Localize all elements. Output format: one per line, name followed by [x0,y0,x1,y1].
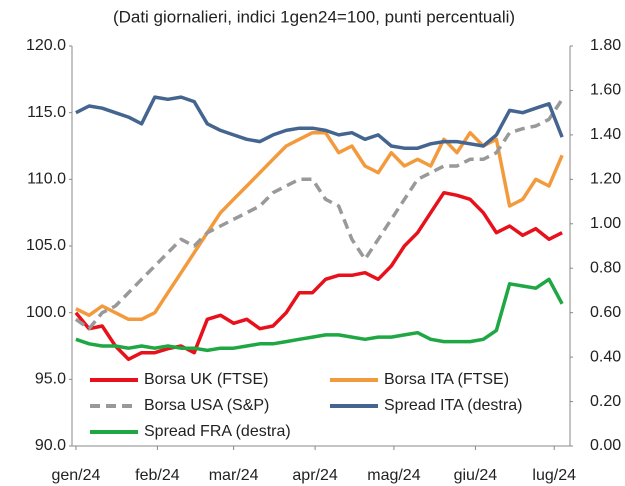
y2-tick-label: 0.00 [590,437,621,454]
series-line [74,190,563,362]
y2-tick-label: 0.40 [590,348,621,365]
series-line [74,98,564,331]
legend-label: Borsa USA (S&P) [144,397,269,414]
y2-tick-label: 1.00 [590,215,621,232]
series-line [75,130,564,322]
series-line [75,95,564,150]
y-tick-label: 120.0 [26,37,66,54]
series-line [75,277,564,353]
x-tick-label: apr/24 [292,467,337,484]
y-tick-label: 95.0 [35,371,66,388]
x-tick-label: gen/24 [51,467,100,484]
legend-label: Borsa UK (FTSE) [144,371,268,388]
legend-label: Spread ITA (destra) [384,397,522,414]
y2-tick-label: 0.60 [590,304,621,321]
legend-label: Spread FRA (destra) [144,423,291,440]
y-tick-label: 100.0 [26,304,66,321]
y2-tick-label: 1.80 [590,37,621,54]
y2-tick-label: 0.80 [590,259,621,276]
legend: Borsa UK (FTSE) Borsa ITA (FTSE) Borsa USA… [90,371,522,440]
x-tick-label: mag/24 [367,467,420,484]
x-tick-label: giu/24 [454,467,498,484]
y-tick-label: 105.0 [26,237,66,254]
x-tick-label: feb/24 [135,467,180,484]
y-tick-label: 110.0 [27,171,66,188]
y2-tick-label: 0.20 [590,393,621,410]
y2-tick-label: 1.20 [590,171,621,188]
x-tick-label: lug/24 [532,467,576,484]
x-tick-label: mar/24 [209,467,259,484]
y2-tick-label: 1.60 [590,82,621,99]
legend-label: Borsa ITA (FTSE) [384,371,509,388]
y-tick-label: 90.0 [35,437,66,454]
y-tick-label: 115.0 [27,104,66,121]
y2-tick-label: 1.40 [590,126,621,143]
chart-subtitle: (Dati giornalieri, indici 1gen24=100, pu… [113,7,515,26]
